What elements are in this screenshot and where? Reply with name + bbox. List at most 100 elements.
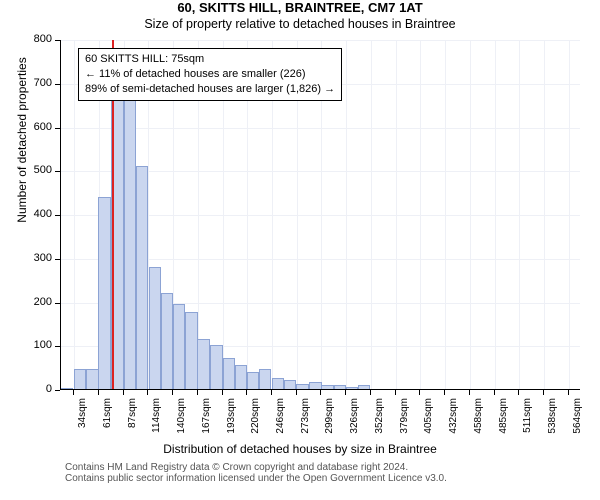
footnote-line-2: Contains public sector information licen…: [65, 473, 447, 484]
x-tick-label: 564sqm: [572, 398, 583, 446]
x-tick: [568, 390, 569, 395]
x-tick-label: 405sqm: [423, 398, 434, 446]
histogram-bar: [61, 388, 73, 389]
y-tick: [55, 346, 60, 347]
histogram-bar: [161, 293, 173, 389]
x-tick: [444, 390, 445, 395]
gridline-v: [371, 40, 372, 389]
x-tick-label: 299sqm: [324, 398, 335, 446]
y-tick-label: 500: [0, 164, 52, 176]
x-tick: [370, 390, 371, 395]
footnote: Contains HM Land Registry data © Crown c…: [65, 462, 447, 484]
histogram-bar: [197, 339, 209, 389]
y-tick: [55, 259, 60, 260]
y-tick-label: 700: [0, 77, 52, 89]
gridline-v: [420, 40, 421, 389]
x-tick: [73, 390, 74, 395]
histogram-bar: [98, 197, 110, 390]
annotation-line-3: 89% of semi-detached houses are larger (…: [85, 82, 335, 97]
gridline-v: [544, 40, 545, 389]
histogram-bar: [321, 385, 333, 389]
x-tick: [494, 390, 495, 395]
x-tick: [395, 390, 396, 395]
x-tick: [296, 390, 297, 395]
x-tick-label: 114sqm: [151, 398, 162, 446]
histogram-bar: [296, 384, 308, 389]
histogram-bar: [136, 166, 148, 389]
x-tick: [543, 390, 544, 395]
y-tick-label: 100: [0, 339, 52, 351]
y-tick-label: 0: [0, 383, 52, 395]
y-axis-label: Number of detached properties: [15, 0, 29, 315]
x-tick: [98, 390, 99, 395]
y-tick-label: 400: [0, 208, 52, 220]
y-tick: [55, 84, 60, 85]
annotation-box: 60 SKITTS HILL: 75sqm ← 11% of detached …: [78, 48, 342, 101]
x-tick: [518, 390, 519, 395]
histogram-bar: [309, 382, 321, 389]
x-tick: [320, 390, 321, 395]
histogram-bar: [149, 267, 161, 390]
page-subtitle: Size of property relative to detached ho…: [0, 17, 600, 31]
x-tick-label: 458sqm: [473, 398, 484, 446]
gridline-v: [74, 40, 75, 389]
gridline-v: [470, 40, 471, 389]
x-tick-label: 538sqm: [547, 398, 558, 446]
annotation-line-1: 60 SKITTS HILL: 75sqm: [85, 52, 335, 67]
histogram-bar: [247, 372, 259, 390]
y-tick: [55, 171, 60, 172]
histogram-bar: [210, 345, 222, 389]
histogram-bar: [334, 385, 346, 389]
gridline-v: [396, 40, 397, 389]
x-tick: [222, 390, 223, 395]
x-tick-label: 326sqm: [349, 398, 360, 446]
x-tick: [271, 390, 272, 395]
y-tick-label: 300: [0, 252, 52, 264]
y-tick: [55, 128, 60, 129]
y-tick-label: 800: [0, 33, 52, 45]
histogram-bar: [185, 312, 197, 389]
y-tick-label: 200: [0, 296, 52, 308]
x-tick-label: 87sqm: [127, 398, 138, 446]
y-tick: [55, 40, 60, 41]
histogram-bar: [223, 358, 235, 389]
y-tick: [55, 303, 60, 304]
x-tick-label: 485sqm: [498, 398, 509, 446]
x-tick: [469, 390, 470, 395]
x-tick: [147, 390, 148, 395]
x-tick: [246, 390, 247, 395]
page-title: 60, SKITTS HILL, BRAINTREE, CM7 1AT: [0, 0, 600, 15]
x-tick-label: 352sqm: [374, 398, 385, 446]
gridline-v: [569, 40, 570, 389]
x-tick-label: 193sqm: [226, 398, 237, 446]
chart-container: Number of detached properties Distributi…: [0, 40, 600, 470]
gridline-v: [495, 40, 496, 389]
footnote-line-1: Contains HM Land Registry data © Crown c…: [65, 462, 447, 473]
x-tick-label: 246sqm: [275, 398, 286, 446]
annotation-line-2: ← 11% of detached houses are smaller (22…: [85, 67, 335, 82]
y-tick-label: 600: [0, 121, 52, 133]
x-tick-label: 273sqm: [300, 398, 311, 446]
x-tick: [419, 390, 420, 395]
histogram-bar: [74, 369, 86, 389]
x-tick-label: 379sqm: [399, 398, 410, 446]
y-tick: [55, 390, 60, 391]
x-tick-label: 432sqm: [448, 398, 459, 446]
gridline-v: [346, 40, 347, 389]
x-tick-label: 140sqm: [176, 398, 187, 446]
histogram-bar: [284, 380, 296, 389]
gridline-v: [519, 40, 520, 389]
histogram-bar: [346, 387, 358, 389]
x-tick-label: 167sqm: [201, 398, 212, 446]
histogram-bar: [235, 365, 247, 389]
histogram-bar: [86, 369, 98, 389]
histogram-bar: [124, 98, 136, 389]
x-tick-label: 34sqm: [77, 398, 88, 446]
gridline-v: [445, 40, 446, 389]
x-tick: [172, 390, 173, 395]
x-tick-label: 61sqm: [102, 398, 113, 446]
x-tick: [197, 390, 198, 395]
x-tick-label: 511sqm: [522, 398, 533, 446]
x-tick: [123, 390, 124, 395]
x-tick: [345, 390, 346, 395]
